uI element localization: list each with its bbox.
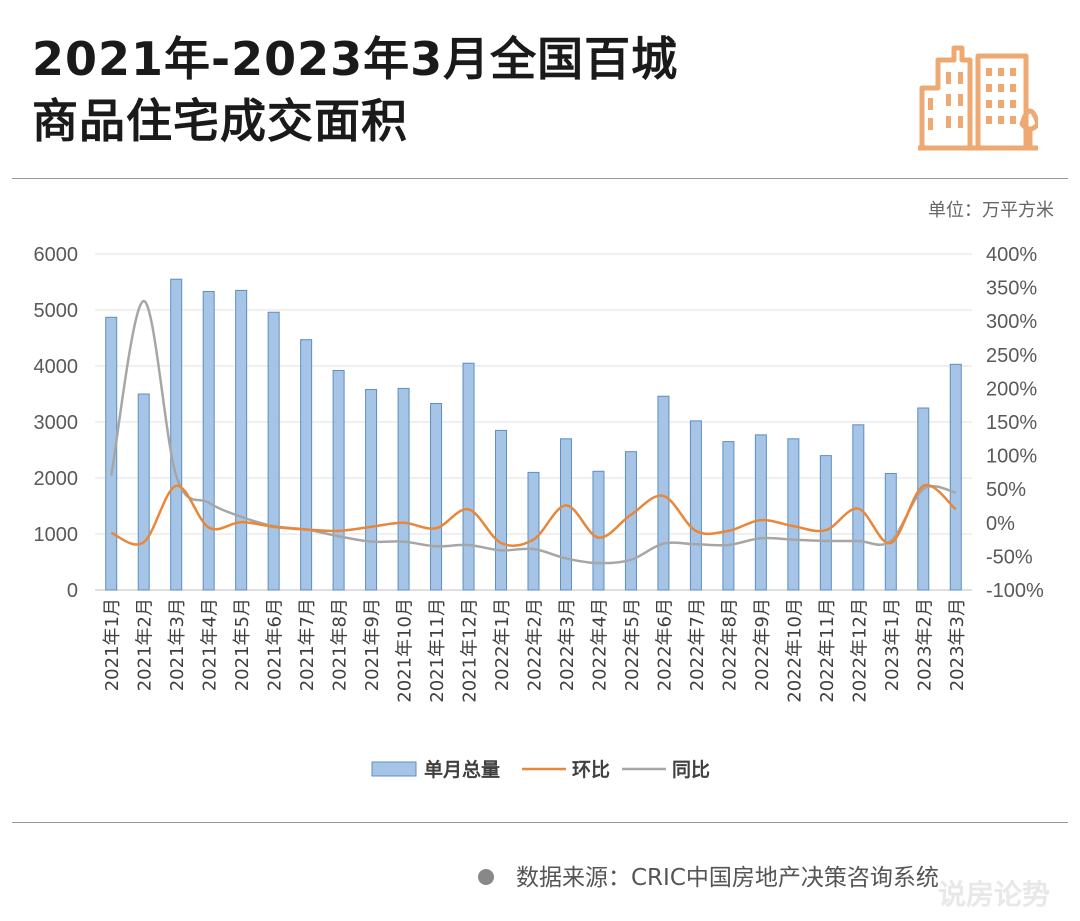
bullet-icon — [478, 868, 494, 885]
x-tick-label: 2023年1月 — [882, 598, 903, 691]
bar — [689, 420, 702, 591]
x-tick-label: 2023年3月 — [947, 598, 968, 691]
title-line-1: 2021年-2023年3月全国百城 — [32, 32, 679, 86]
bar — [430, 403, 443, 591]
y-right-tick-label: 50% — [986, 479, 1026, 501]
top-divider — [12, 178, 1068, 179]
y-right-tick-label: 150% — [986, 412, 1037, 434]
source-note: 数据来源：CRIC中国房地产决策咨询系统 — [478, 858, 939, 892]
bar — [170, 278, 183, 591]
y-right-tick-label: 0% — [986, 513, 1015, 535]
y-right-tick-label: 250% — [986, 345, 1037, 367]
x-tick-label: 2022年12月 — [849, 598, 870, 703]
y-right-tick-label: 400% — [986, 244, 1037, 266]
legend-label-mom: 环比 — [572, 759, 610, 781]
bar — [787, 438, 800, 591]
x-tick-label: 2021年4月 — [200, 598, 221, 691]
x-tick-label: 2022年7月 — [687, 598, 708, 691]
bar — [267, 311, 280, 591]
bar — [332, 369, 345, 591]
series-line-yoy — [110, 299, 957, 565]
legend-label-bar: 单月总量 — [424, 758, 500, 781]
bar — [884, 473, 897, 591]
legend-label-yoy: 同比 — [672, 759, 710, 781]
bar — [495, 429, 508, 591]
chart-area: 0 1000 2000 3000 4000 5000 6000 -100% -50% 0% 50% 1… — [34, 244, 1045, 781]
x-tick-label: 2022年3月 — [557, 598, 578, 691]
bar — [949, 363, 962, 591]
y-left-tick-label: 2000 — [34, 468, 79, 490]
x-tick-label: 2021年10月 — [395, 598, 416, 703]
x-tick-label: 2021年5月 — [232, 598, 253, 691]
bar — [462, 362, 475, 591]
bar — [592, 470, 605, 591]
bottom-divider — [12, 822, 1068, 823]
source-text: 数据来源：CRIC中国房地产决策咨询系统 — [516, 865, 939, 891]
y-right-tick-label: 200% — [986, 378, 1037, 400]
series-line-mom — [110, 483, 957, 548]
x-tick-label: 2022年11月 — [817, 598, 838, 703]
y-left-tick-label: 1000 — [34, 524, 79, 546]
x-tick-label: 2021年2月 — [135, 598, 156, 691]
x-tick-label: 2022年2月 — [525, 598, 546, 691]
x-tick-label: 2022年6月 — [654, 598, 675, 691]
chart-title: 2021年-2023年3月全国百城 商品住宅成交面积 — [32, 28, 678, 152]
title-line-2: 商品住宅成交面积 — [32, 94, 408, 148]
x-tick-label: 2021年11月 — [427, 598, 448, 703]
bar — [657, 395, 670, 591]
bar — [527, 471, 540, 591]
bar — [559, 438, 572, 591]
x-tick-label: 2023年2月 — [914, 598, 935, 691]
watermark: 说房论势 — [937, 878, 1050, 911]
unit-label: 单位：万平方米 — [928, 200, 1054, 221]
x-tick-label: 2021年12月 — [460, 598, 481, 703]
bar — [202, 291, 215, 591]
x-tick-label: 2022年1月 — [492, 598, 513, 691]
y-right-tick-label: -100% — [986, 580, 1044, 602]
x-tick-label: 2021年7月 — [297, 598, 318, 691]
y-left-tick-label: 0 — [67, 580, 78, 602]
y-left-tick-label: 5000 — [34, 300, 79, 322]
x-tick-label: 2021年3月 — [167, 598, 188, 691]
x-tick-label: 2022年10月 — [784, 598, 805, 703]
x-tick-label: 2022年4月 — [589, 598, 610, 691]
y-left-tick-label: 3000 — [34, 412, 79, 434]
bar — [722, 441, 735, 591]
bar — [137, 393, 150, 591]
x-tick-label: 2021年1月 — [102, 598, 123, 691]
legend-swatch-bar — [371, 761, 417, 777]
bar — [754, 434, 767, 591]
y-right-tick-label: 300% — [986, 311, 1037, 333]
y-left-tick-label: 6000 — [34, 244, 79, 266]
bar — [235, 289, 248, 591]
x-tick-label: 2021年6月 — [265, 598, 286, 691]
y-right-tick-label: 350% — [986, 278, 1037, 300]
bar — [852, 424, 865, 591]
x-tick-label: 2022年8月 — [719, 598, 740, 691]
x-tick-label: 2021年9月 — [362, 598, 383, 691]
bar — [300, 339, 313, 591]
y-right-tick-label: 100% — [986, 446, 1037, 468]
y-left-tick-label: 4000 — [34, 356, 79, 378]
building-icon — [918, 45, 1038, 151]
bar — [819, 455, 832, 591]
x-tick-label: 2022年5月 — [622, 598, 643, 691]
bar — [105, 316, 118, 591]
bar — [624, 451, 637, 591]
x-tick-label: 2021年8月 — [330, 598, 351, 691]
x-tick-label: 2022年9月 — [752, 598, 773, 691]
bar — [365, 389, 378, 591]
bar — [917, 407, 930, 591]
bar — [397, 387, 410, 591]
y-right-tick-label: -50% — [986, 546, 1033, 568]
